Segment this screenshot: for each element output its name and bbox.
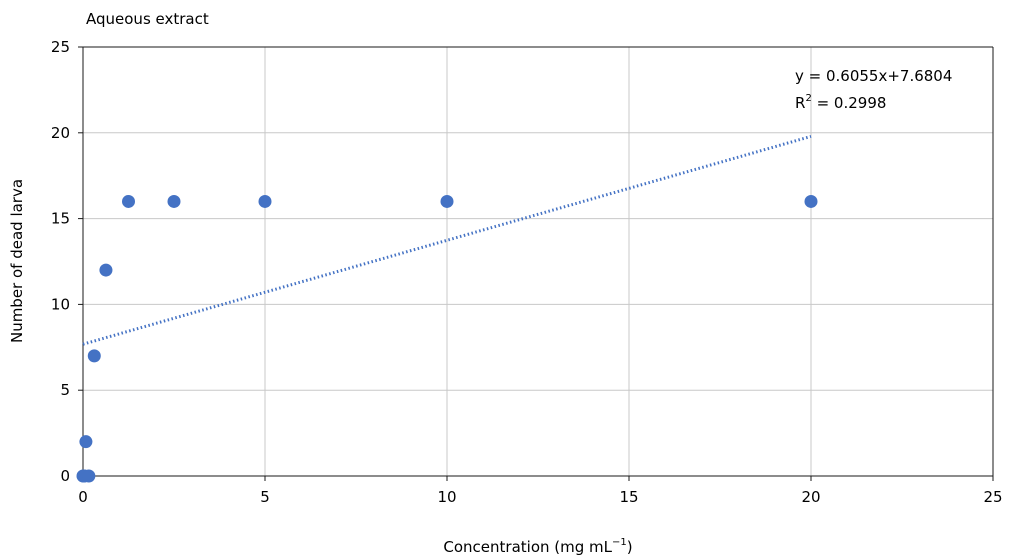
- data-point: [87, 349, 101, 363]
- data-point: [167, 194, 181, 208]
- data-point: [122, 194, 135, 208]
- data-point: [258, 194, 272, 208]
- data-point: [440, 194, 454, 208]
- tick-labels: 0 5 10 15 20 25 0 5 10 15 20 25: [51, 38, 1003, 506]
- data-point: [99, 263, 113, 277]
- chart-title: Aqueous extract: [86, 10, 209, 28]
- y-axis-title: Number of dead larva: [8, 179, 26, 343]
- x-axis-title: Concentration (mg mL−1): [443, 537, 632, 556]
- x-tick-label: 25: [983, 488, 1002, 506]
- data-points: [76, 194, 818, 483]
- axes: [78, 46, 994, 481]
- x-tick-label: 10: [437, 488, 456, 506]
- trendline-r-squared: R2 = 0.2998: [795, 93, 886, 112]
- x-axis-title-main: Concentration (mg mL: [443, 538, 612, 556]
- r-squared-letter: R: [795, 94, 805, 112]
- x-tick-label: 0: [78, 488, 88, 506]
- data-point: [79, 435, 93, 449]
- x-axis-title-end: ): [627, 538, 633, 556]
- x-axis-title-superscript: −1: [612, 537, 627, 548]
- y-tick-label: 10: [51, 295, 70, 313]
- x-tick-label: 15: [619, 488, 638, 506]
- y-tick-label: 25: [51, 38, 70, 56]
- y-tick-label: 5: [60, 381, 70, 399]
- y-tick-label: 0: [60, 467, 70, 485]
- data-point: [82, 469, 96, 483]
- trendline-equation: y = 0.6055x+7.6804: [795, 67, 952, 85]
- y-tick-label: 20: [51, 124, 70, 142]
- r-squared-superscript: 2: [805, 93, 811, 104]
- x-tick-label: 5: [260, 488, 270, 506]
- r-squared-value: = 0.2998: [812, 94, 887, 112]
- y-tick-label: 15: [51, 210, 70, 228]
- x-tick-label: 20: [801, 488, 820, 506]
- data-point: [804, 194, 818, 208]
